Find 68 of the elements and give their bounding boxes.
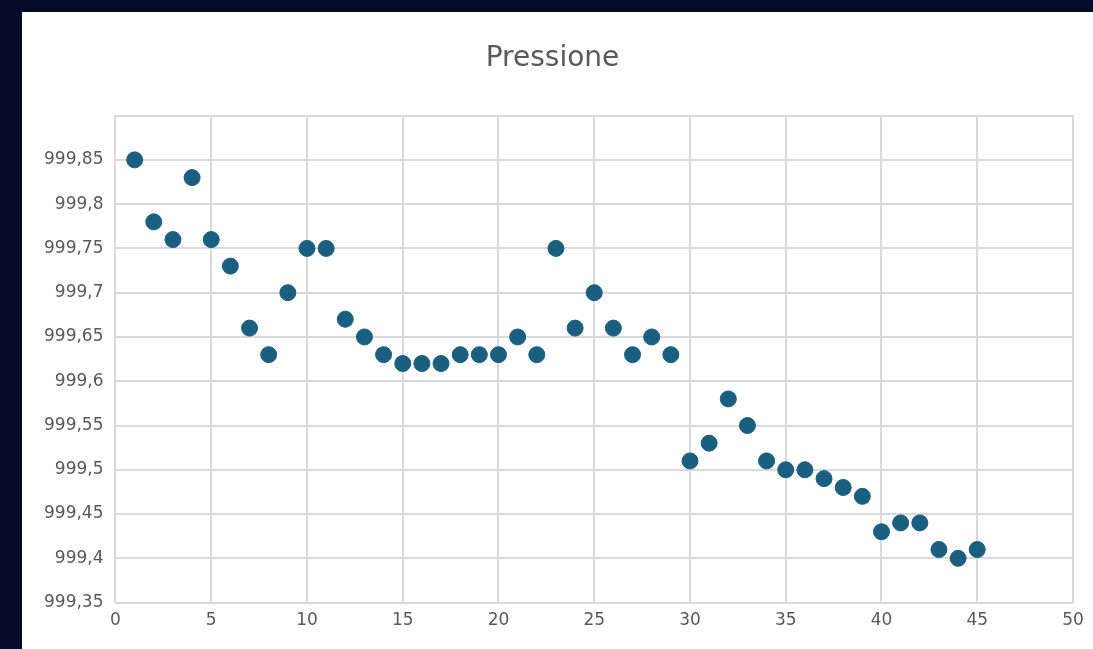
x-tick-label: 45 (966, 609, 989, 630)
y-tick-label: 999,35 (44, 591, 104, 612)
point (183, 169, 201, 187)
x-tick-label: 10 (296, 609, 318, 630)
y-tick-label: 999,6 (54, 369, 104, 390)
point (202, 231, 220, 249)
x-tick-label: 30 (679, 609, 701, 630)
point (566, 319, 584, 337)
point (509, 328, 527, 346)
x-tick-label: 40 (870, 609, 893, 630)
point (164, 231, 182, 249)
x-tick-label: 15 (391, 609, 414, 630)
point (585, 284, 603, 302)
point (413, 355, 431, 373)
point (643, 328, 661, 346)
point (968, 540, 986, 558)
point (681, 452, 699, 470)
x-tick-label: 35 (774, 609, 797, 630)
point (126, 151, 144, 169)
point (624, 346, 642, 364)
point (336, 310, 354, 328)
x-tick-label: 20 (487, 609, 510, 630)
point (432, 355, 450, 373)
point (892, 514, 910, 532)
point (700, 434, 718, 452)
point (221, 257, 239, 275)
point (394, 355, 412, 373)
point (279, 284, 297, 302)
point (949, 549, 967, 567)
y-tick-label: 999,7 (54, 281, 104, 302)
point (489, 346, 507, 364)
point (738, 417, 756, 435)
y-tick-label: 999,65 (44, 325, 104, 346)
y-tick-label: 999,75 (44, 236, 104, 257)
point (470, 346, 488, 364)
point (451, 346, 469, 364)
point (758, 452, 776, 470)
point (662, 346, 680, 364)
chart-title: Pressione (485, 40, 620, 74)
x-tick-label: 50 (1062, 609, 1084, 630)
y-tick-label: 999,5 (54, 458, 104, 479)
y-tick-label: 999,85 (44, 148, 104, 169)
point (355, 328, 373, 346)
point (604, 319, 622, 337)
y-tick-label: 999,55 (44, 413, 104, 434)
x-tick-label: 25 (583, 609, 606, 630)
point (547, 239, 565, 257)
point (719, 390, 737, 408)
x-tick-label: 0 (110, 609, 121, 630)
point (260, 346, 278, 364)
point (528, 346, 546, 364)
point (834, 478, 852, 496)
point (911, 514, 929, 532)
point (241, 319, 259, 337)
y-tick-label: 999,45 (44, 502, 104, 523)
point (796, 461, 814, 479)
point (930, 540, 948, 558)
point (145, 213, 163, 231)
y-tick-label: 999,4 (54, 546, 104, 567)
point (873, 523, 890, 541)
y-tick-label: 999,8 (54, 192, 104, 213)
x-tick-label: 5 (205, 609, 217, 630)
point (298, 239, 316, 257)
point (815, 470, 833, 488)
point (853, 487, 871, 505)
point (317, 239, 335, 257)
point (375, 346, 393, 364)
point (777, 461, 795, 479)
